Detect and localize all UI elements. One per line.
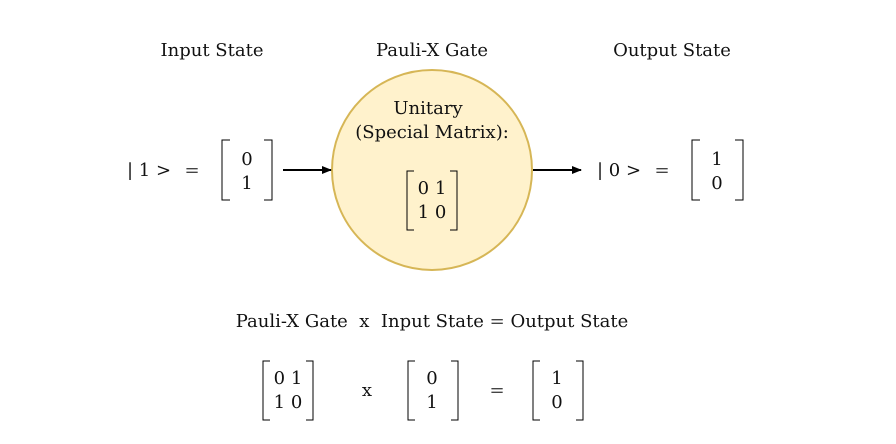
eq-gate-row-2: 1 0 xyxy=(273,392,303,413)
input-equals: = xyxy=(184,160,200,181)
gate-label-special-matrix: (Special Matrix): xyxy=(355,122,509,143)
input-vector-row-1: 0 xyxy=(241,149,253,170)
eq-gate-row-1: 0 1 xyxy=(273,368,303,389)
output-equals: = xyxy=(654,160,670,181)
eq-gate-bracket-left xyxy=(262,360,270,421)
eq-input-bracket-right xyxy=(451,360,459,421)
equation-caption-times: x xyxy=(359,311,370,332)
gate-matrix-row-1: 0 1 xyxy=(417,178,447,199)
output-state-header: Output State xyxy=(613,40,731,61)
eq-output-bracket-right xyxy=(576,360,584,421)
input-vector-row-2: 1 xyxy=(241,173,253,194)
gate-matrix-bracket-left xyxy=(406,170,414,231)
gate-header: Pauli-X Gate xyxy=(375,40,489,61)
eq-times: x xyxy=(361,380,373,401)
input-ket: | 1 > xyxy=(127,160,172,181)
eq-gate-bracket-right xyxy=(306,360,314,421)
equation-caption-output: Output State xyxy=(510,311,629,332)
input-vector-bracket-right xyxy=(264,139,273,201)
gate-matrix-bracket-right xyxy=(450,170,458,231)
output-vector-row-2: 0 xyxy=(711,173,723,194)
equation-caption-gate: Pauli-X Gate xyxy=(235,311,348,332)
input-vector-bracket-left xyxy=(221,139,230,201)
eq-output-row-1: 1 xyxy=(551,368,563,389)
output-ket: | 0 > xyxy=(597,160,642,181)
output-vector-row-1: 1 xyxy=(711,149,723,170)
eq-output-row-2: 0 xyxy=(551,392,563,413)
eq-output-bracket-left xyxy=(532,360,540,421)
eq-input-row-1: 0 xyxy=(426,368,438,389)
gate-matrix-row-2: 1 0 xyxy=(417,202,447,223)
eq-input-bracket-left xyxy=(407,360,415,421)
output-vector-bracket-left xyxy=(691,139,700,201)
equation-caption-equals: = xyxy=(489,311,505,332)
equation-caption-input: Input State xyxy=(380,311,484,332)
eq-input-row-2: 1 xyxy=(426,392,438,413)
equation-caption: Pauli-X Gate x Input State = Output Stat… xyxy=(236,313,629,331)
pauli-x-gate-circle xyxy=(331,69,533,271)
input-state-header: Input State xyxy=(160,40,264,61)
output-vector-bracket-right xyxy=(735,139,744,201)
eq-equals: = xyxy=(489,380,505,401)
gate-label-unitary: Unitary xyxy=(393,98,463,119)
